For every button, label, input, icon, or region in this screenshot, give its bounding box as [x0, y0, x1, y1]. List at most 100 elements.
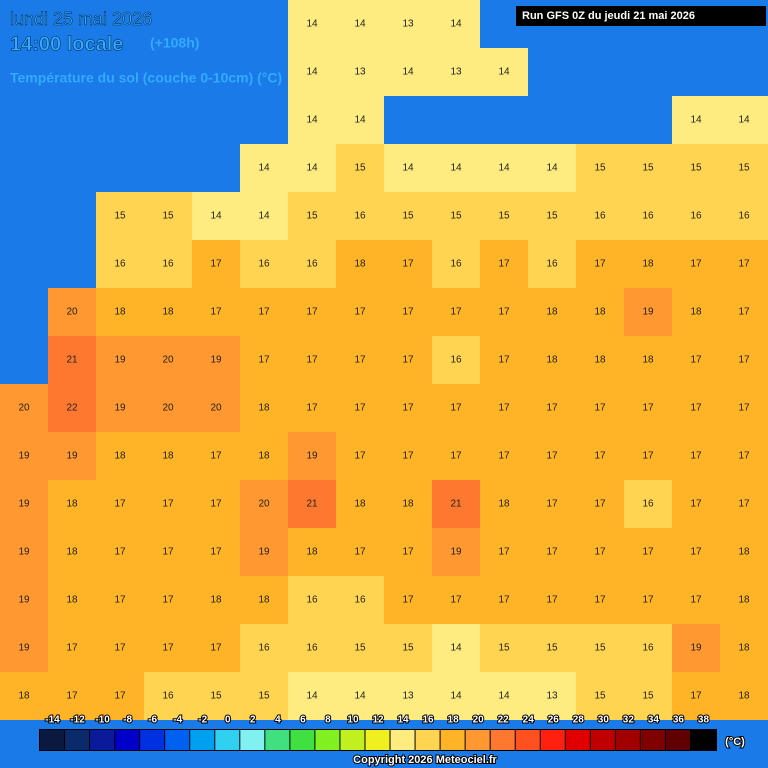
temp-cell — [720, 576, 768, 624]
temp-value: 18 — [642, 259, 654, 270]
colorbar-cell — [140, 730, 165, 750]
temp-cell — [432, 192, 480, 240]
temp-value: 22 — [66, 403, 78, 414]
temp-value: 18 — [162, 307, 174, 318]
colorbar-label: 30 — [598, 715, 610, 726]
temp-cell — [576, 480, 624, 528]
temp-value: 17 — [498, 595, 510, 606]
temp-cell — [432, 672, 480, 720]
temp-value: 15 — [594, 163, 606, 174]
temp-cell — [192, 240, 240, 288]
temp-cell — [624, 624, 672, 672]
temp-value: 19 — [642, 307, 654, 318]
temp-cell — [384, 480, 432, 528]
temp-value: 18 — [258, 451, 270, 462]
temp-cell — [192, 336, 240, 384]
temp-value: 17 — [642, 595, 654, 606]
temp-value: 16 — [594, 211, 606, 222]
temp-cell — [576, 528, 624, 576]
temp-cell — [96, 480, 144, 528]
temp-value: 17 — [642, 451, 654, 462]
temp-cell — [336, 624, 384, 672]
temp-value: 17 — [306, 403, 318, 414]
temp-cell — [672, 288, 720, 336]
colorbar-label: 14 — [397, 715, 409, 726]
temp-value: 14 — [306, 691, 318, 702]
temp-cell — [336, 336, 384, 384]
temp-cell — [96, 288, 144, 336]
temp-value: 17 — [498, 547, 510, 558]
temp-cell — [672, 96, 720, 144]
temp-value: 17 — [450, 595, 462, 606]
temp-value: 17 — [162, 547, 174, 558]
temp-cell — [384, 624, 432, 672]
temp-value: 17 — [354, 547, 366, 558]
temp-value: 15 — [258, 691, 270, 702]
temp-value: 13 — [354, 67, 366, 78]
colorbar-label: 4 — [275, 715, 281, 726]
temp-cell — [576, 144, 624, 192]
temp-value: 17 — [546, 595, 558, 606]
temp-value: 20 — [18, 403, 30, 414]
temp-cell — [48, 384, 96, 432]
temp-cell — [528, 432, 576, 480]
temp-value: 17 — [690, 355, 702, 366]
temp-cell — [336, 0, 384, 48]
colorbar-cell — [215, 730, 240, 750]
temp-value: 17 — [114, 643, 126, 654]
temp-cell — [336, 384, 384, 432]
temp-cell — [336, 48, 384, 96]
temp-value: 17 — [450, 307, 462, 318]
variable: Température du sol (couche 0-10cm) (°C) — [10, 70, 282, 86]
colorbar-cell — [190, 730, 215, 750]
temp-cell — [384, 48, 432, 96]
temp-cell — [672, 528, 720, 576]
colorbar-label: 34 — [648, 715, 660, 726]
temp-cell — [480, 480, 528, 528]
temp-cell — [528, 480, 576, 528]
temp-value: 20 — [66, 307, 78, 318]
temp-cell — [528, 288, 576, 336]
temp-cell — [384, 432, 432, 480]
colorbar-label: 12 — [372, 715, 384, 726]
temp-cell — [720, 672, 768, 720]
temp-cell — [576, 240, 624, 288]
run-label: Run GFS 0Z du jeudi 21 mai 2026 — [522, 10, 695, 22]
temp-cell — [672, 192, 720, 240]
temp-cell — [624, 480, 672, 528]
temp-cell — [240, 480, 288, 528]
temp-value: 17 — [402, 355, 414, 366]
colorbar-cell — [265, 730, 290, 750]
temp-value: 18 — [546, 307, 558, 318]
temp-value: 17 — [690, 547, 702, 558]
temp-value: 19 — [450, 547, 462, 558]
temp-value: 14 — [306, 115, 318, 126]
colorbar-cell — [40, 730, 65, 750]
colorbar-cell — [665, 730, 690, 750]
colorbar-cell — [490, 730, 515, 750]
temp-cell — [672, 480, 720, 528]
temp-value: 17 — [162, 595, 174, 606]
temp-cell — [0, 384, 48, 432]
temp-cell — [48, 576, 96, 624]
temp-value: 19 — [306, 451, 318, 462]
temp-value: 16 — [546, 259, 558, 270]
time: 14:00 locale — [10, 33, 123, 55]
temp-value: 17 — [498, 403, 510, 414]
temp-cell — [384, 336, 432, 384]
temp-value: 17 — [258, 355, 270, 366]
temp-value: 18 — [114, 307, 126, 318]
temp-value: 18 — [306, 547, 318, 558]
temp-value: 16 — [306, 595, 318, 606]
temp-value: 15 — [594, 643, 606, 654]
temp-cell — [576, 624, 624, 672]
temp-cell — [48, 288, 96, 336]
temp-cell — [240, 432, 288, 480]
temp-cell — [720, 336, 768, 384]
temp-cell — [528, 384, 576, 432]
colorbar-cell — [290, 730, 315, 750]
temp-value: 14 — [450, 691, 462, 702]
temp-value: 16 — [738, 211, 750, 222]
temp-value: 19 — [18, 595, 30, 606]
temp-cell — [720, 288, 768, 336]
